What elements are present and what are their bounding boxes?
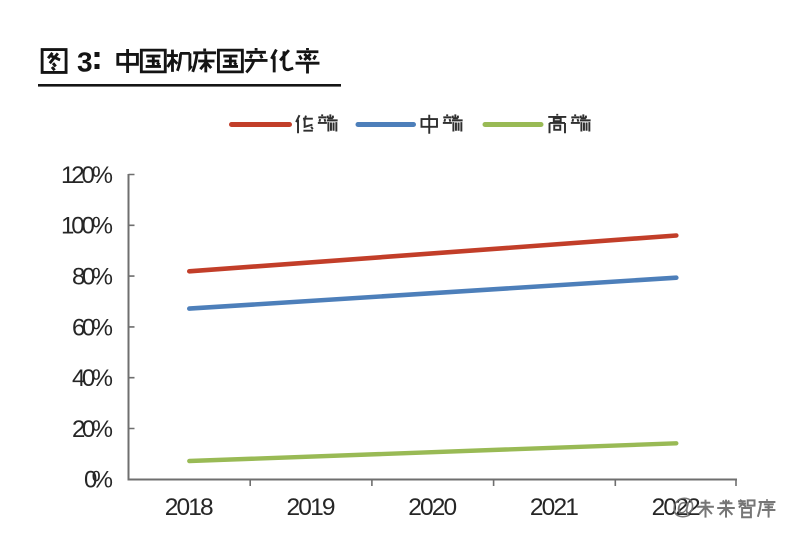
svg-text:2021: 2021	[530, 494, 579, 521]
svg-text:2018: 2018	[165, 494, 214, 521]
svg-text:120%: 120%	[61, 162, 113, 189]
svg-text:2019: 2019	[287, 494, 336, 521]
svg-text:80%: 80%	[72, 264, 113, 291]
svg-text:60%: 60%	[72, 314, 113, 341]
svg-text:100%: 100%	[61, 213, 113, 240]
svg-text:20%: 20%	[72, 416, 113, 443]
svg-text:2020: 2020	[408, 494, 457, 521]
svg-text:40%: 40%	[72, 365, 113, 392]
svg-text:@: @	[672, 494, 696, 520]
svg-text:3: 3	[77, 47, 93, 78]
svg-text:0%: 0%	[84, 467, 113, 494]
svg-text:2022: 2022	[652, 494, 701, 521]
